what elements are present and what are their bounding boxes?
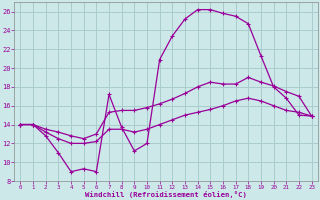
X-axis label: Windchill (Refroidissement éolien,°C): Windchill (Refroidissement éolien,°C)	[85, 191, 247, 198]
